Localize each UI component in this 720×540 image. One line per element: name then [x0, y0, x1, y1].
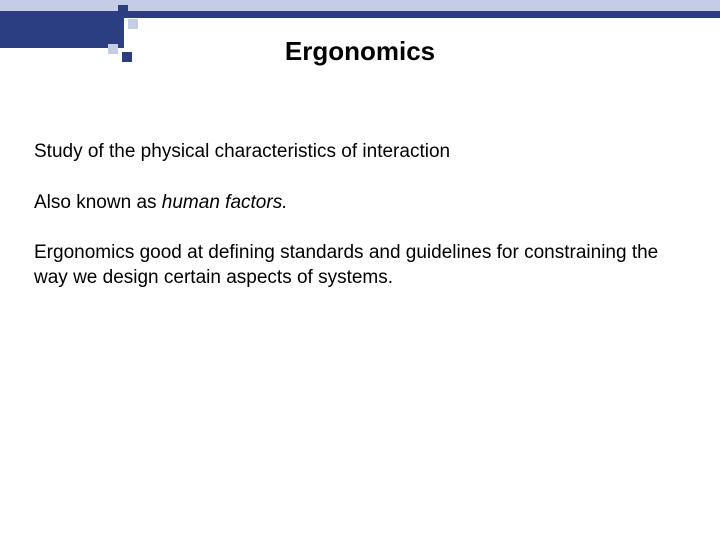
- paragraph-2-pre: Also known as: [34, 192, 162, 213]
- paragraph-2: Also known as human factors.: [34, 191, 686, 216]
- body-area: Study of the physical characteristics of…: [34, 140, 686, 317]
- corner-square-icon: [128, 19, 138, 29]
- corner-square-icon: [118, 5, 128, 15]
- slide-title: Ergonomics: [0, 36, 720, 67]
- slide: Ergonomics Study of the physical charact…: [0, 0, 720, 540]
- paragraph-3: Ergonomics good at defining standards an…: [34, 241, 686, 290]
- title-area: Ergonomics: [0, 36, 720, 67]
- top-stripe-light: [0, 0, 720, 11]
- paragraph-1: Study of the physical characteristics of…: [34, 140, 686, 165]
- paragraph-2-emphasis: human factors.: [162, 192, 288, 213]
